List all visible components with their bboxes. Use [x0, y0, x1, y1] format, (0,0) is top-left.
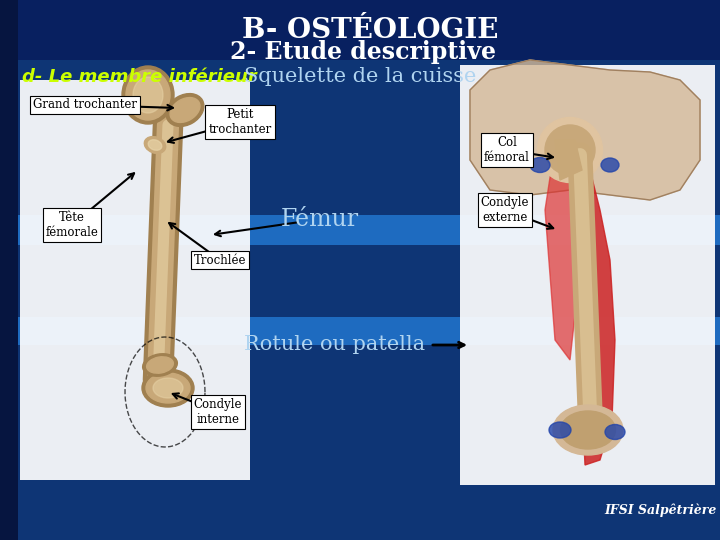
Ellipse shape	[170, 98, 200, 123]
Text: IFSI Salpêtrière: IFSI Salpêtrière	[604, 503, 716, 517]
Ellipse shape	[142, 369, 194, 407]
Polygon shape	[555, 140, 582, 180]
Ellipse shape	[601, 158, 619, 172]
Ellipse shape	[122, 66, 174, 124]
Bar	[460, 65, 715, 485]
Text: Squelette de la cuisse: Squelette de la cuisse	[244, 68, 476, 86]
Text: d- Le membre inférieur: d- Le membre inférieur	[22, 68, 257, 86]
Ellipse shape	[148, 140, 162, 150]
Polygon shape	[545, 145, 582, 360]
Polygon shape	[470, 60, 700, 200]
Ellipse shape	[560, 411, 616, 449]
Bar	[0, 0, 18, 540]
Bar	[0, 317, 720, 345]
Ellipse shape	[126, 70, 170, 120]
Ellipse shape	[147, 357, 174, 373]
Text: Condyle
interne: Condyle interne	[194, 398, 242, 426]
Ellipse shape	[553, 405, 623, 455]
Bar	[0, 0, 720, 60]
Text: Trochlée: Trochlée	[194, 253, 246, 267]
Ellipse shape	[153, 378, 183, 398]
Ellipse shape	[146, 373, 190, 403]
Ellipse shape	[166, 93, 204, 126]
Ellipse shape	[530, 158, 550, 172]
Ellipse shape	[538, 118, 603, 183]
Ellipse shape	[605, 424, 625, 440]
Text: Grand trochanter: Grand trochanter	[33, 98, 137, 111]
Ellipse shape	[545, 125, 595, 175]
Text: B- OSTÉOLOGIE: B- OSTÉOLOGIE	[242, 17, 498, 44]
Ellipse shape	[143, 354, 177, 376]
Ellipse shape	[133, 77, 163, 113]
Bar	[20, 80, 250, 480]
Text: Rotule ou patella: Rotule ou patella	[244, 335, 426, 354]
Text: Petit
trochanter: Petit trochanter	[208, 108, 271, 136]
Polygon shape	[160, 92, 178, 115]
Ellipse shape	[144, 137, 166, 153]
Ellipse shape	[549, 422, 571, 438]
Text: Condyle
externe: Condyle externe	[481, 196, 529, 224]
Text: 2- Etude descriptive: 2- Etude descriptive	[230, 40, 496, 64]
Text: Tête
fémorale: Tête fémorale	[45, 211, 99, 239]
Text: Col
fémoral: Col fémoral	[484, 136, 530, 164]
Bar	[0, 215, 720, 245]
Polygon shape	[572, 150, 615, 465]
Text: Fémur: Fémur	[281, 208, 359, 232]
